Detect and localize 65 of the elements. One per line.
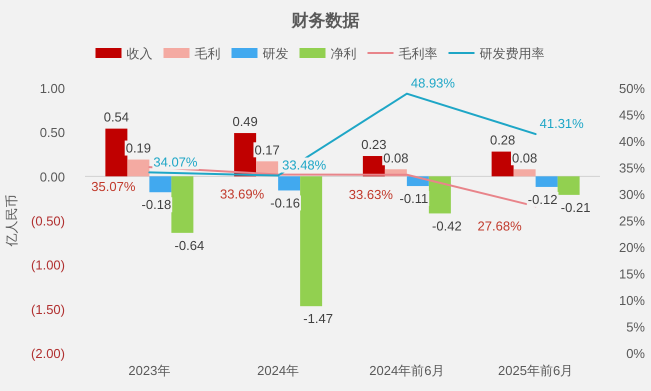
bar: [127, 160, 150, 176]
bar: [558, 176, 580, 195]
y-tick-label: 0.00: [40, 169, 65, 184]
y-tick-label: (2.00): [31, 346, 65, 361]
y-axis-title: 亿人民币: [4, 194, 19, 248]
bar: [428, 176, 451, 214]
data-label: 0.49: [232, 114, 258, 130]
data-label: -0.11: [400, 191, 428, 206]
x-tick-label: 2024年前6月: [369, 363, 444, 378]
data-label: 0.23: [361, 137, 387, 152]
bar: [514, 169, 536, 176]
data-label: -0.12: [528, 192, 558, 207]
y2-tick-label: 10%: [618, 293, 646, 308]
y2-tick-label: 20%: [618, 240, 646, 255]
data-label: 0.54: [104, 110, 130, 125]
bar: [149, 176, 172, 192]
y-tick-label: (1.50): [31, 302, 65, 317]
y2-tick-label: 50%: [618, 81, 646, 96]
legend-label: 研发: [262, 46, 288, 61]
y-tick-label: (0.50): [31, 214, 65, 228]
data-label: 48.93%: [410, 76, 456, 91]
y-tick-label: (1.00): [31, 258, 65, 273]
data-label: -0.64: [174, 238, 204, 253]
data-label: -1.47: [303, 311, 333, 326]
data-label: 0.17: [254, 142, 280, 158]
data-label: 0.19: [126, 140, 152, 156]
data-label: 35.07%: [91, 179, 136, 194]
data-label: -0.18: [142, 197, 172, 212]
data-label: -0.21: [560, 200, 590, 215]
y2-tick-label: 5%: [626, 320, 646, 334]
bar: [278, 176, 300, 190]
y2-tick-label: 0%: [626, 346, 646, 361]
data-label: 33.69%: [220, 186, 265, 202]
data-label: -0.16: [270, 195, 300, 210]
data-label: 33.48%: [282, 158, 327, 173]
legend-label: 净利: [330, 46, 356, 61]
bar: [492, 152, 514, 176]
y2-tick-label: 45%: [618, 108, 646, 122]
data-label: 0.28: [490, 132, 516, 148]
data-label: 33.63%: [348, 186, 394, 202]
y2-tick-label: 15%: [618, 266, 646, 282]
y-tick-label: 1.00: [40, 81, 65, 96]
legend-label: 收入: [126, 46, 152, 61]
legend-label: 毛利: [194, 46, 220, 61]
y-tick-label: 0.50: [40, 125, 65, 140]
data-label: -0.42: [432, 218, 462, 234]
y2-tick-label: 25%: [618, 214, 646, 228]
bar: [105, 128, 128, 176]
data-label: 41.31%: [540, 116, 584, 132]
legend-label: 研发费用率: [480, 46, 544, 61]
data-label: 34.07%: [153, 154, 198, 170]
y2-tick-label: 40%: [618, 134, 646, 149]
bar: [536, 176, 558, 187]
legend-label: 毛利率: [398, 46, 438, 61]
data-label: 0.08: [512, 150, 538, 166]
bar: [171, 176, 194, 233]
y2-tick-label: 35%: [618, 160, 646, 176]
data-label: 27.68%: [478, 218, 522, 234]
x-tick-label: 2024年: [257, 363, 300, 378]
data-label: 0.08: [383, 150, 409, 166]
y2-tick-label: 30%: [618, 187, 646, 202]
bar: [300, 176, 322, 306]
x-tick-label: 2023年: [128, 363, 170, 378]
x-tick-label: 2025年前6月: [498, 363, 574, 378]
chart-title: 财务数据: [290, 11, 360, 30]
